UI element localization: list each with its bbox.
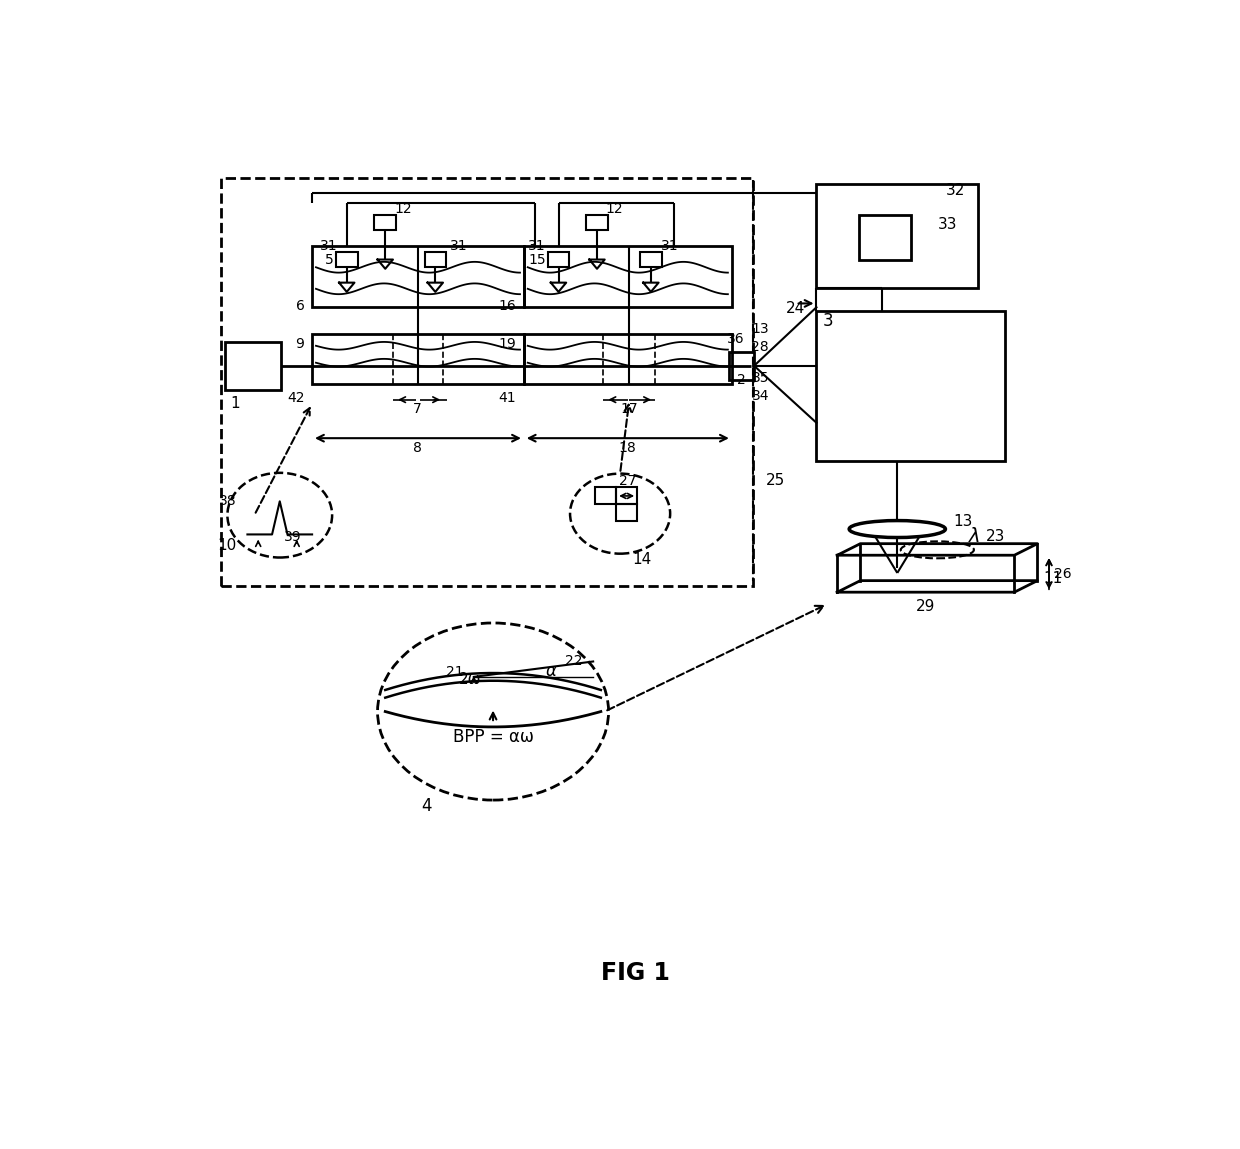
Text: 31: 31 [450, 239, 467, 253]
Bar [729, 352, 754, 379]
Bar [523, 246, 732, 307]
Bar [816, 311, 1006, 461]
Text: 36: 36 [727, 332, 744, 346]
Text: 29: 29 [916, 599, 935, 614]
Text: 13: 13 [751, 322, 769, 336]
Bar [587, 215, 608, 230]
Bar [859, 215, 911, 260]
Text: 21: 21 [445, 665, 464, 679]
Text: 25: 25 [766, 473, 785, 488]
Bar [221, 178, 753, 586]
Text: 23: 23 [986, 530, 1006, 545]
Text: FIG 1: FIG 1 [601, 962, 670, 986]
Bar [424, 252, 446, 268]
Bar [336, 252, 357, 268]
Text: 15: 15 [528, 253, 546, 267]
Bar [548, 252, 569, 268]
Text: 8: 8 [413, 441, 422, 455]
Text: 12: 12 [606, 202, 624, 216]
Text: 5: 5 [325, 253, 334, 267]
Text: 39: 39 [284, 530, 301, 543]
Bar [312, 334, 523, 384]
Text: 38: 38 [218, 494, 236, 508]
Bar [312, 246, 523, 307]
Text: 1: 1 [231, 396, 239, 411]
Text: 7: 7 [413, 402, 422, 416]
Bar [226, 342, 280, 390]
Bar [816, 184, 978, 288]
Text: 11: 11 [1043, 571, 1063, 586]
Text: 10: 10 [218, 539, 237, 554]
Text: 24: 24 [786, 301, 805, 316]
Text: 35: 35 [751, 371, 769, 385]
Text: 31: 31 [661, 239, 680, 253]
Text: 9: 9 [295, 338, 304, 352]
Text: 4: 4 [420, 797, 432, 816]
Text: 31: 31 [528, 239, 546, 253]
Text: 41: 41 [498, 391, 516, 406]
Bar [595, 487, 616, 504]
Bar [640, 252, 662, 268]
Bar [616, 487, 637, 504]
Bar [374, 215, 396, 230]
Text: 28: 28 [751, 340, 769, 354]
Text: λ: λ [968, 527, 980, 546]
Text: 13: 13 [954, 514, 972, 529]
Text: 16: 16 [498, 299, 516, 313]
Text: 27: 27 [619, 475, 636, 488]
Text: 12: 12 [394, 202, 412, 216]
Text: α: α [546, 662, 557, 680]
Text: 18: 18 [619, 441, 636, 455]
Text: 31: 31 [320, 239, 337, 253]
Text: 17: 17 [620, 402, 639, 416]
Text: 19: 19 [498, 338, 516, 352]
Bar [616, 504, 637, 522]
Text: 6: 6 [295, 299, 304, 313]
Text: 33: 33 [937, 217, 957, 232]
Text: BPP = αω: BPP = αω [453, 728, 533, 746]
Text: 2ω: 2ω [459, 672, 481, 687]
Text: 26: 26 [1054, 566, 1071, 580]
Text: 22: 22 [565, 655, 583, 669]
Text: 2: 2 [738, 373, 746, 387]
Text: 14: 14 [632, 553, 651, 568]
Text: 32: 32 [945, 183, 965, 198]
Bar [523, 334, 732, 384]
Text: 34: 34 [751, 388, 769, 403]
Text: 42: 42 [286, 391, 304, 406]
Text: 3: 3 [822, 313, 833, 330]
